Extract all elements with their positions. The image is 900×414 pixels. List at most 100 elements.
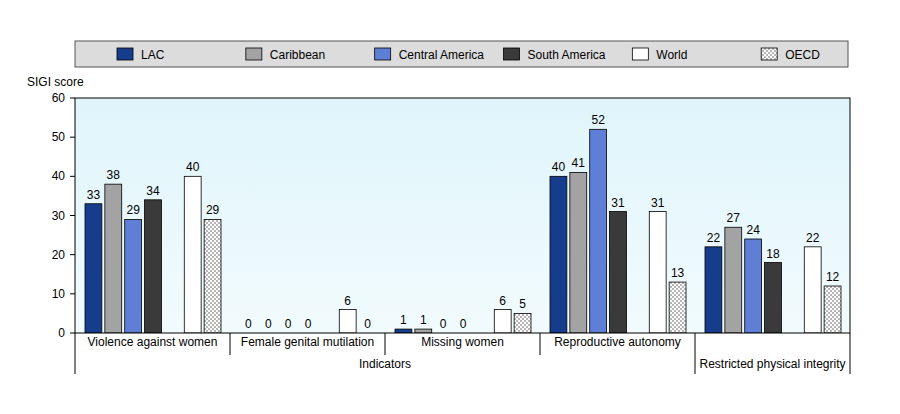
y-tick: [70, 137, 75, 138]
category-divider: [695, 333, 696, 374]
bar: [705, 247, 722, 333]
data-label: 0: [364, 317, 371, 331]
bar: [550, 176, 567, 333]
bar: [395, 329, 412, 333]
y-tick: [70, 333, 75, 334]
bar: [125, 219, 142, 333]
bar: [590, 129, 607, 333]
legend-label: Caribbean: [270, 48, 325, 62]
category-divider: [850, 333, 851, 374]
bar: [184, 176, 201, 333]
bars: [85, 129, 841, 333]
chart-root: 3301402238014127290052243400311840663122…: [0, 0, 900, 414]
bar: [610, 212, 627, 333]
data-label: 41: [572, 156, 586, 170]
category-divider: [540, 333, 541, 355]
bar: [204, 219, 221, 333]
data-label: 31: [611, 196, 625, 210]
data-label: 18: [766, 247, 780, 261]
legend-swatch: [246, 48, 262, 60]
data-label: 40: [552, 160, 566, 174]
chart-svg: 3301402238014127290052243400311840663122…: [0, 0, 900, 414]
data-label: 0: [460, 317, 467, 331]
legend-swatch: [632, 48, 648, 60]
y-axis-label: SIGI score: [27, 75, 84, 89]
bar: [415, 329, 432, 333]
data-label: 0: [305, 317, 312, 331]
data-label: 0: [285, 317, 292, 331]
plot-frame: [75, 98, 850, 333]
category-divider: [385, 333, 386, 355]
data-label: 0: [265, 317, 272, 331]
legend-label: OECD: [785, 48, 820, 62]
data-label: 40: [186, 160, 200, 174]
bar: [725, 227, 742, 333]
data-label: 29: [126, 203, 140, 217]
bar: [570, 172, 587, 333]
data-label: 33: [87, 188, 101, 202]
data-label: 29: [206, 203, 220, 217]
data-label: 22: [806, 231, 820, 245]
legend-swatch: [375, 48, 391, 60]
bar: [824, 286, 841, 333]
bar: [514, 313, 531, 333]
category-divider: [230, 333, 231, 355]
data-label: 52: [591, 113, 605, 127]
category-divider: [75, 333, 76, 374]
data-label: 1: [420, 313, 427, 327]
data-label: 6: [344, 294, 351, 308]
data-label: 31: [651, 196, 665, 210]
y-tick-label: 10: [52, 287, 66, 301]
bar: [105, 184, 122, 333]
y-tick-label: 0: [58, 326, 65, 340]
category-label: Violence against women: [88, 335, 218, 349]
y-tick: [70, 176, 75, 177]
bar: [145, 200, 162, 333]
data-label: 0: [245, 317, 252, 331]
y-tick-label: 40: [52, 169, 66, 183]
legend-label: South America: [528, 48, 606, 62]
legend-box: [75, 41, 848, 67]
data-label: 38: [107, 168, 121, 182]
y-tick-label: 20: [52, 248, 66, 262]
legend-label: Central America: [399, 48, 485, 62]
bar: [649, 212, 666, 333]
legend-swatch: [761, 48, 777, 60]
data-label: 27: [727, 211, 741, 225]
y-tick-label: 50: [52, 130, 66, 144]
bar: [85, 204, 102, 333]
data-label: 0: [440, 317, 447, 331]
data-label: 12: [826, 270, 840, 284]
category-label: Missing women: [421, 335, 504, 349]
y-tick: [70, 215, 75, 216]
bar: [804, 247, 821, 333]
legend-swatch: [117, 48, 133, 60]
data-label: 24: [746, 223, 760, 237]
data-label: 34: [146, 184, 160, 198]
category-label: Reproductive autonomy: [554, 335, 681, 349]
legend-swatch: [504, 48, 520, 60]
x-group-label: Indicators: [359, 357, 411, 371]
legend: LACCaribbeanCentral AmericaSouth America…: [75, 41, 848, 67]
bar: [339, 310, 356, 334]
y-tick-label: 60: [52, 91, 66, 105]
data-labels: 3301402238014127290052243400311840663122…: [87, 113, 840, 331]
data-label: 1: [400, 313, 407, 327]
data-label: 13: [671, 266, 685, 280]
category-label: Restricted physical integrity: [699, 357, 845, 371]
bar: [669, 282, 686, 333]
bar: [765, 263, 782, 334]
y-tick: [70, 254, 75, 255]
plot-background: [75, 98, 850, 333]
legend-label: World: [656, 48, 687, 62]
y-tick-label: 30: [52, 209, 66, 223]
group-line: [75, 355, 695, 356]
y-tick: [70, 98, 75, 99]
data-label: 5: [519, 297, 526, 311]
bar: [494, 310, 511, 334]
category-label: Female genital mutilation: [241, 335, 374, 349]
data-label: 22: [707, 231, 721, 245]
y-tick: [70, 293, 75, 294]
data-label: 6: [499, 294, 506, 308]
bar: [745, 239, 762, 333]
